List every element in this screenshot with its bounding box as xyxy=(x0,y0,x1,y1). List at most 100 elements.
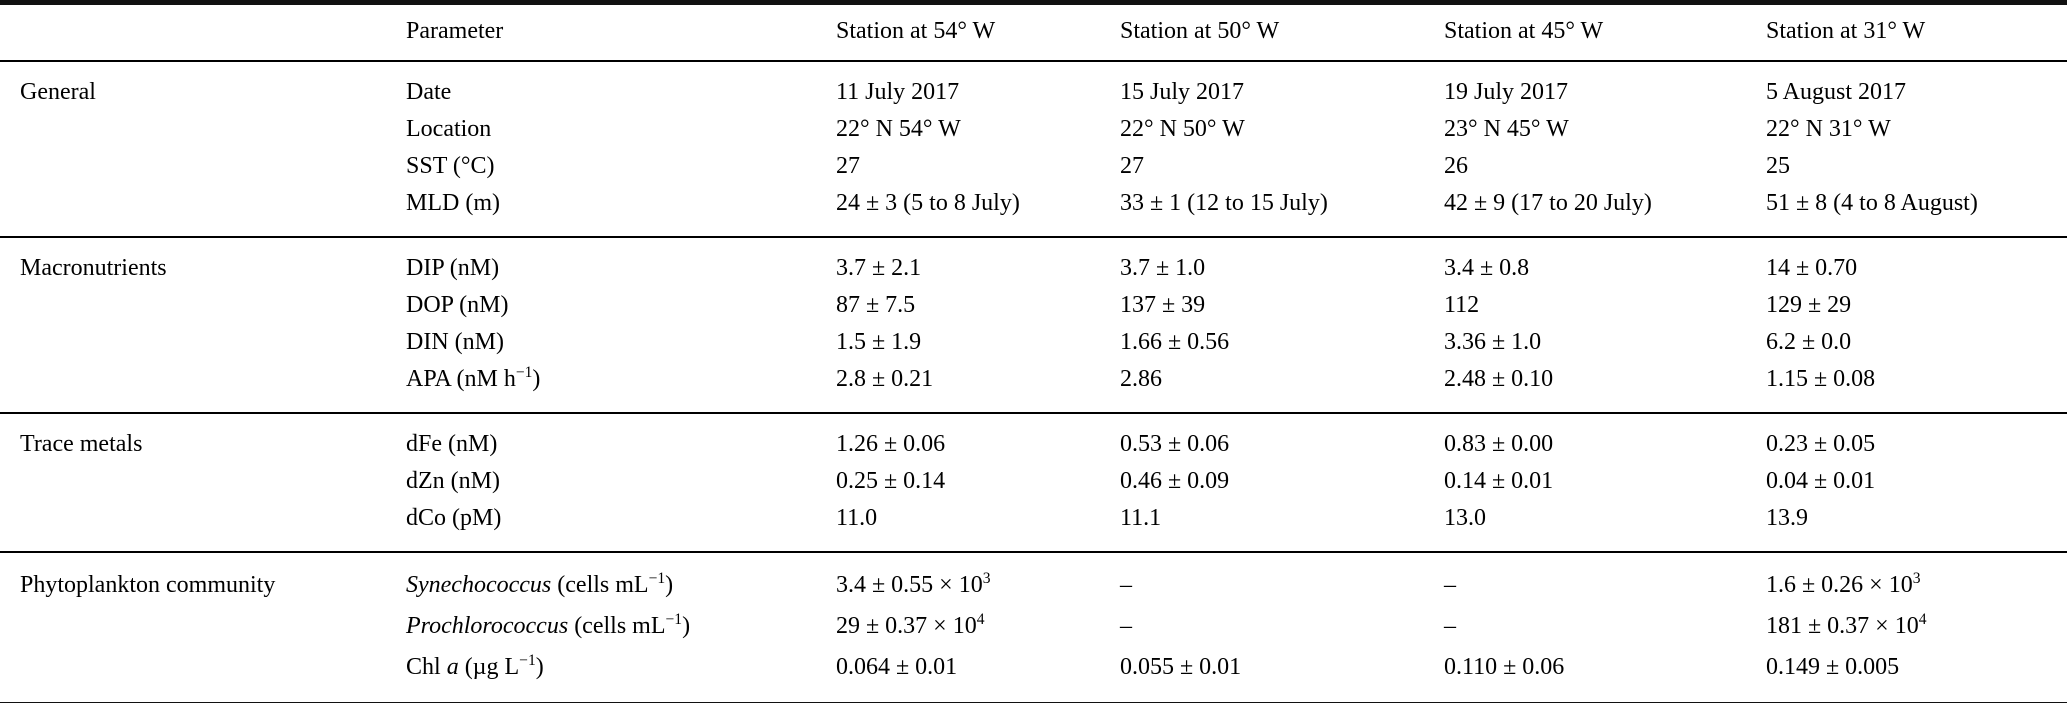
value-cell: 1.66 ± 0.56 xyxy=(1120,329,1230,355)
value-cell: 0.064 ± 0.01 xyxy=(836,654,958,680)
table-header-row: Parameter Station at 54° W Station at 50° … xyxy=(0,2,2067,62)
parameter-cell: dZn (nM) xyxy=(406,468,500,494)
value-cell: 5 August 2017 xyxy=(1766,79,1907,105)
value-cell: 33 ± 1 (12 to 15 July) xyxy=(1120,190,1328,216)
value-cell: 0.04 ± 0.01 xyxy=(1766,468,1876,494)
value-cell: 22° N 54° W xyxy=(836,116,961,142)
value-cell: 0.46 ± 0.09 xyxy=(1120,468,1230,494)
value-cell: 129 ± 29 xyxy=(1766,292,1852,318)
value-cell: 0.14 ± 0.01 xyxy=(1444,468,1554,494)
parameter-cell: Chl a (µg L−1) xyxy=(406,652,544,680)
value-cell: 6.2 ± 0.0 xyxy=(1766,329,1852,355)
value-cell: 1.26 ± 0.06 xyxy=(836,431,946,457)
table-row: Location 22° N 54° W 22° N 50° W 23° N 45° … xyxy=(0,111,2067,148)
value-cell: 112 xyxy=(1444,292,1480,318)
row-group-label: Phytoplankton community xyxy=(20,572,276,598)
table-header: Parameter Station at 54° W Station at 50° … xyxy=(0,2,2067,62)
table-row: DIN (nM) 1.5 ± 1.9 1.66 ± 0.56 3.36 ± 1.0 6.… xyxy=(0,324,2067,361)
column-header: Station at 31° W xyxy=(1766,2,2067,62)
parameter-cell: Location xyxy=(406,116,492,142)
value-cell: 3.7 ± 1.0 xyxy=(1120,255,1206,281)
value-cell: 11 July 2017 xyxy=(836,79,960,105)
value-cell: 25 xyxy=(1766,153,1790,179)
parameter-cell: Synechococcus (cells mL−1) xyxy=(406,570,674,598)
column-header: Station at 54° W xyxy=(836,2,1120,62)
value-cell: 13.9 xyxy=(1766,505,1808,531)
column-header: Station at 45° W xyxy=(1444,2,1766,62)
value-cell: 26 xyxy=(1444,153,1468,179)
parameter-cell: DOP (nM) xyxy=(406,292,509,318)
column-header: Parameter xyxy=(406,2,836,62)
section-trace-metals: Trace metals dFe (nM) 1.26 ± 0.06 0.53 ± 0.… xyxy=(0,413,2067,552)
value-cell: 27 xyxy=(836,153,860,179)
value-cell: 22° N 31° W xyxy=(1766,116,1891,142)
value-cell: 3.4 ± 0.8 xyxy=(1444,255,1530,281)
parameter-cell: DIP (nM) xyxy=(406,255,500,281)
parameter-cell: dFe (nM) xyxy=(406,431,498,457)
value-cell: 24 ± 3 (5 to 8 July) xyxy=(836,190,1020,216)
row-group-label: Macronutrients xyxy=(20,255,167,281)
value-cell: 0.149 ± 0.005 xyxy=(1766,654,1900,680)
value-cell: 0.83 ± 0.00 xyxy=(1444,431,1554,457)
value-cell: – xyxy=(1444,613,1456,639)
value-cell: 1.6 ± 0.26 × 103 xyxy=(1766,570,1921,598)
value-cell: 2.86 xyxy=(1120,366,1162,392)
table-row: Trace metals dFe (nM) 1.26 ± 0.06 0.53 ± 0.… xyxy=(0,413,2067,463)
value-cell: 14 ± 0.70 xyxy=(1766,255,1858,281)
table-row: General Date 11 July 2017 15 July 2017 19 Ju… xyxy=(0,61,2067,111)
section-phytoplankton-community: Phytoplankton community Synechococcus (ce… xyxy=(0,552,2067,703)
value-cell: 1.5 ± 1.9 xyxy=(836,329,922,355)
value-cell: 27 xyxy=(1120,153,1144,179)
table-row: SST (°C) 27 27 26 25 xyxy=(0,148,2067,185)
table-row: dZn (nM) 0.25 ± 0.14 0.46 ± 0.09 0.14 ± 0.0… xyxy=(0,463,2067,500)
column-header-empty xyxy=(0,2,406,62)
row-group-label: Trace metals xyxy=(20,431,143,457)
value-cell: 13.0 xyxy=(1444,505,1486,531)
value-cell: – xyxy=(1444,572,1456,598)
value-cell: 51 ± 8 (4 to 8 August) xyxy=(1766,190,1978,216)
parameter-cell: DIN (nM) xyxy=(406,329,504,355)
table-row: DOP (nM) 87 ± 7.5 137 ± 39 112 129 ± 29 xyxy=(0,287,2067,324)
value-cell: 15 July 2017 xyxy=(1120,79,1245,105)
value-cell: 137 ± 39 xyxy=(1120,292,1206,318)
value-cell: 29 ± 0.37 × 104 xyxy=(836,611,985,639)
table-row: Phytoplankton community Synechococcus (ce… xyxy=(0,552,2067,606)
parameter-cell: dCo (pM) xyxy=(406,505,502,531)
column-header: Station at 50° W xyxy=(1120,2,1444,62)
value-cell: 0.23 ± 0.05 xyxy=(1766,431,1876,457)
value-cell: 0.055 ± 0.01 xyxy=(1120,654,1242,680)
table-row: Chl a (µg L−1) 0.064 ± 0.01 0.055 ± 0.01 0.… xyxy=(0,647,2067,703)
value-cell: 181 ± 0.37 × 104 xyxy=(1766,611,1927,639)
value-cell: 23° N 45° W xyxy=(1444,116,1569,142)
value-cell: 1.15 ± 0.08 xyxy=(1766,366,1876,392)
value-cell: 42 ± 9 (17 to 20 July) xyxy=(1444,190,1652,216)
parameter-cell: SST (°C) xyxy=(406,153,495,179)
table-row: APA (nM h−1) 2.8 ± 0.21 2.86 2.48 ± 0.10 1.1… xyxy=(0,361,2067,413)
value-cell: 3.36 ± 1.0 xyxy=(1444,329,1542,355)
value-cell: 19 July 2017 xyxy=(1444,79,1569,105)
value-cell: 2.8 ± 0.21 xyxy=(836,366,934,392)
parameter-cell: Date xyxy=(406,79,452,105)
section-general: General Date 11 July 2017 15 July 2017 19 Ju… xyxy=(0,61,2067,237)
table-row: MLD (m) 24 ± 3 (5 to 8 July) 33 ± 1 (12 to… xyxy=(0,185,2067,237)
value-cell: – xyxy=(1120,572,1132,598)
table-row: Macronutrients DIP (nM) 3.7 ± 2.1 3.7 ± 1.0… xyxy=(0,237,2067,287)
value-cell: 0.53 ± 0.06 xyxy=(1120,431,1230,457)
parameter-cell: Prochlorococcus (cells mL−1) xyxy=(406,611,691,639)
value-cell: 87 ± 7.5 xyxy=(836,292,916,318)
table-row: Prochlorococcus (cells mL−1) 29 ± 0.37 × … xyxy=(0,606,2067,647)
value-cell: 0.25 ± 0.14 xyxy=(836,468,946,494)
value-cell: – xyxy=(1120,613,1132,639)
value-cell: 2.48 ± 0.10 xyxy=(1444,366,1554,392)
parameter-cell: APA (nM h−1) xyxy=(406,364,541,392)
section-macronutrients: Macronutrients DIP (nM) 3.7 ± 2.1 3.7 ± 1.0… xyxy=(0,237,2067,413)
value-cell: 22° N 50° W xyxy=(1120,116,1245,142)
value-cell: 3.4 ± 0.55 × 103 xyxy=(836,570,991,598)
value-cell: 0.110 ± 0.06 xyxy=(1444,654,1565,680)
value-cell: 3.7 ± 2.1 xyxy=(836,255,922,281)
value-cell: 11.1 xyxy=(1120,505,1162,531)
row-group-label: General xyxy=(20,79,96,105)
table-row: dCo (pM) 11.0 11.1 13.0 13.9 xyxy=(0,500,2067,552)
